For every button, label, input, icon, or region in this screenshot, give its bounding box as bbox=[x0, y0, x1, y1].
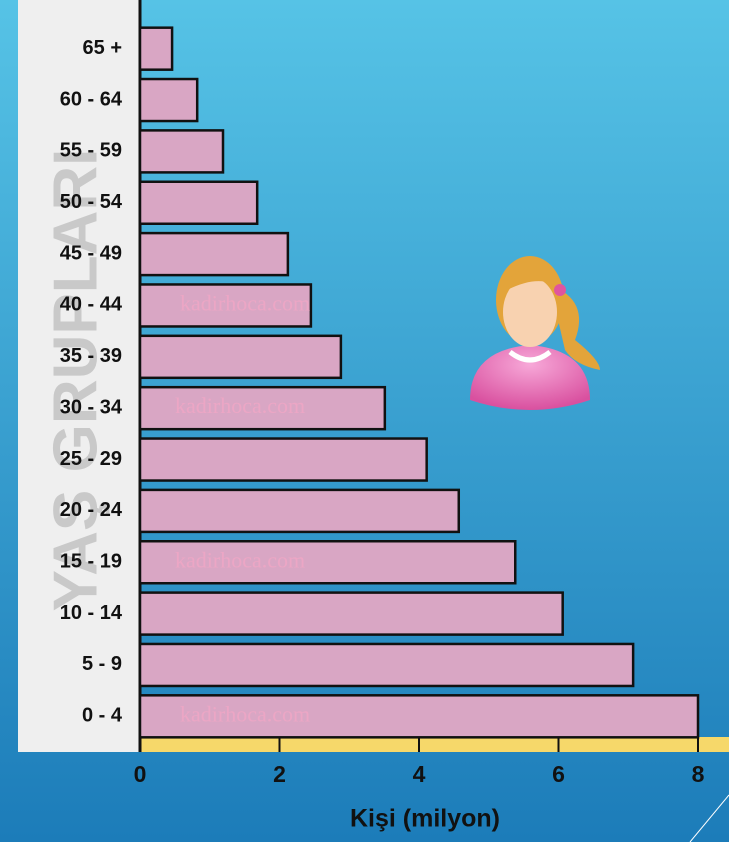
y-axis-title: YAŞ GRUPLARI bbox=[41, 149, 110, 612]
x-tick-label: 8 bbox=[692, 761, 705, 787]
y-tick-label: 15 - 19 bbox=[60, 551, 122, 573]
y-tick-label: 25 - 29 bbox=[60, 448, 122, 470]
watermark: kadirhoca.com bbox=[180, 291, 310, 316]
chart: YAŞ GRUPLARI 0 2 4 6 8 65 + 60 - 64 55 - 59 50 -… bbox=[0, 0, 729, 842]
y-tick-label: 20 - 24 bbox=[60, 499, 123, 521]
y-tick-label: 55 - 59 bbox=[60, 140, 122, 162]
y-tick-label: 50 - 54 bbox=[60, 191, 123, 213]
x-tick-label: 0 bbox=[134, 761, 147, 787]
x-axis-title: Kişi (milyon) bbox=[350, 805, 500, 833]
bar bbox=[140, 182, 257, 224]
bar bbox=[140, 336, 341, 378]
bar bbox=[140, 644, 633, 686]
y-tick-label: 0 - 4 bbox=[82, 705, 123, 727]
x-tick-label: 2 bbox=[273, 761, 286, 787]
y-tick-label: 35 - 39 bbox=[60, 345, 122, 367]
bar bbox=[140, 79, 197, 121]
bar bbox=[140, 490, 459, 532]
bar bbox=[140, 28, 172, 70]
bar bbox=[140, 233, 288, 275]
y-tick-label: 45 - 49 bbox=[60, 242, 122, 264]
y-tick-label: 40 - 44 bbox=[60, 294, 123, 316]
x-tick-label: 4 bbox=[413, 761, 426, 787]
watermark: kadirhoca.com bbox=[175, 547, 305, 572]
y-tick-label: 65 + bbox=[83, 37, 122, 59]
y-tick-label: 30 - 34 bbox=[60, 396, 123, 418]
bar bbox=[140, 593, 563, 635]
x-axis-band bbox=[140, 737, 729, 752]
y-tick-label: 60 - 64 bbox=[60, 88, 123, 110]
bar bbox=[140, 439, 427, 481]
y-tick-label: 10 - 14 bbox=[60, 602, 123, 624]
x-tick-label: 6 bbox=[552, 761, 565, 787]
bar bbox=[140, 130, 223, 172]
watermark: kadirhoca.com bbox=[175, 393, 305, 418]
watermark: kadirhoca.com bbox=[180, 701, 310, 726]
y-tick-label: 5 - 9 bbox=[82, 653, 122, 675]
